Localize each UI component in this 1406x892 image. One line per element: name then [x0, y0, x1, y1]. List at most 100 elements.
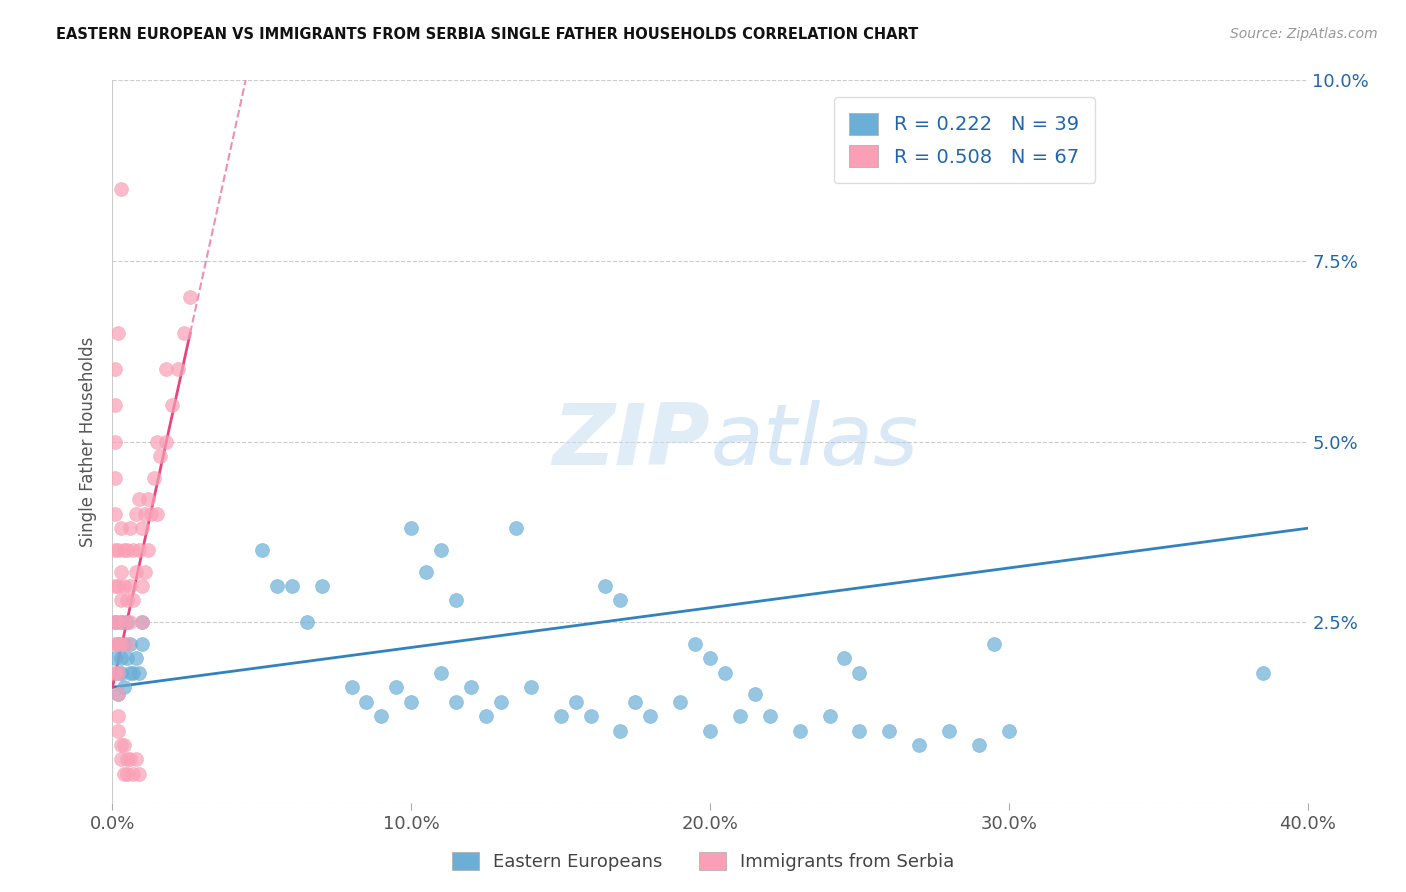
Point [104, 579, 127, 593]
Point [104, 542, 127, 557]
Point [138, 492, 160, 507]
Point [104, 615, 127, 630]
Point [141, 507, 163, 521]
Y-axis label: Single Father Households: Single Father Households [79, 336, 97, 547]
Point [595, 579, 617, 593]
Point [110, 752, 132, 766]
Point [131, 615, 153, 630]
Point [104, 637, 127, 651]
Point [107, 709, 129, 723]
Point [167, 362, 190, 376]
Point [155, 434, 177, 449]
Point [107, 665, 129, 680]
Point [430, 542, 453, 557]
Point [908, 738, 931, 752]
Point [744, 687, 766, 701]
Point [699, 723, 721, 738]
Point [848, 723, 870, 738]
Point [134, 565, 156, 579]
Point [104, 651, 127, 665]
Point [110, 651, 132, 665]
Point [505, 521, 527, 535]
Point [122, 593, 145, 607]
Point [128, 665, 150, 680]
Point [520, 680, 543, 694]
Point [114, 542, 135, 557]
Point [983, 637, 1005, 651]
Point [848, 665, 870, 680]
Point [640, 709, 662, 723]
Point [444, 695, 467, 709]
Point [107, 687, 129, 701]
Point [117, 637, 139, 651]
Point [131, 521, 153, 535]
Point [110, 593, 132, 607]
Point [114, 579, 135, 593]
Point [609, 723, 631, 738]
Point [475, 709, 498, 723]
Point [579, 709, 602, 723]
Point [155, 362, 177, 376]
Point [131, 637, 153, 651]
Point [114, 615, 135, 630]
Point [114, 767, 135, 781]
Point [131, 615, 153, 630]
Point [609, 593, 631, 607]
Text: Source: ZipAtlas.com: Source: ZipAtlas.com [1230, 27, 1378, 41]
Point [370, 709, 392, 723]
Point [444, 593, 467, 607]
Point [938, 723, 960, 738]
Point [107, 615, 129, 630]
Text: ZIP: ZIP [553, 400, 710, 483]
Point [789, 723, 811, 738]
Point [114, 680, 135, 694]
Point [120, 521, 142, 535]
Point [728, 709, 751, 723]
Point [120, 665, 142, 680]
Point [1251, 665, 1274, 680]
Point [266, 579, 288, 593]
Point [401, 521, 423, 535]
Point [401, 695, 423, 709]
Point [117, 651, 139, 665]
Point [122, 767, 145, 781]
Point [879, 723, 901, 738]
Point [138, 542, 160, 557]
Point [128, 492, 150, 507]
Point [125, 565, 148, 579]
Point [107, 326, 129, 340]
Point [107, 665, 129, 680]
Point [122, 665, 145, 680]
Point [120, 615, 142, 630]
Point [104, 471, 127, 485]
Point [415, 565, 437, 579]
Point [669, 695, 692, 709]
Point [356, 695, 378, 709]
Point [104, 665, 127, 680]
Point [107, 579, 129, 593]
Point [699, 651, 721, 665]
Point [107, 542, 129, 557]
Point [173, 326, 195, 340]
Point [125, 651, 148, 665]
Point [340, 680, 363, 694]
Point [998, 723, 1021, 738]
Point [149, 449, 172, 463]
Point [110, 738, 132, 752]
Point [624, 695, 647, 709]
Point [107, 637, 129, 651]
Point [311, 579, 333, 593]
Point [146, 507, 169, 521]
Point [117, 542, 139, 557]
Point [714, 665, 737, 680]
Point [250, 542, 273, 557]
Point [295, 615, 318, 630]
Legend: Eastern Europeans, Immigrants from Serbia: Eastern Europeans, Immigrants from Serbi… [444, 845, 962, 879]
Legend: R = 0.222   N = 39, R = 0.508   N = 67: R = 0.222 N = 39, R = 0.508 N = 67 [834, 97, 1095, 183]
Point [759, 709, 782, 723]
Point [385, 680, 408, 694]
Point [162, 398, 183, 412]
Point [146, 434, 169, 449]
Point [110, 182, 132, 196]
Point [128, 767, 150, 781]
